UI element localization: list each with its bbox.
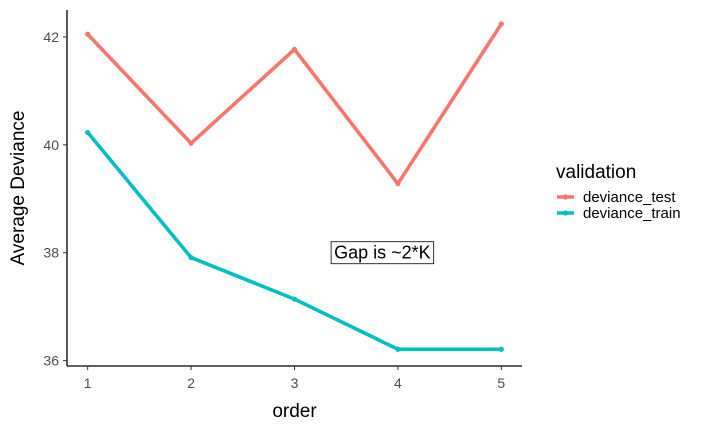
series-deviance-test: [85, 21, 504, 187]
data-point: [85, 129, 91, 136]
legend-key: deviance_test: [557, 189, 676, 206]
data-point: [291, 46, 298, 52]
series-deviance-train: [85, 129, 504, 352]
annotation-label: Gap is ~2*K: [334, 243, 431, 263]
data-point: [395, 181, 401, 187]
y-tick-label: 36: [43, 353, 59, 369]
x-tick-label: 4: [394, 375, 402, 391]
data-point: [85, 31, 91, 37]
series-layer: [85, 21, 504, 352]
data-point: [498, 346, 504, 352]
legend-label: deviance_train: [583, 205, 681, 222]
x-axis-title: order: [272, 401, 317, 422]
legend-title: validation: [556, 162, 636, 183]
legend-key: deviance_train: [557, 205, 681, 222]
y-tick-label: 38: [43, 245, 59, 261]
y-axis-ticks: 36 38 40 42: [43, 29, 67, 369]
annotation-layer: Gap is ~2*K: [330, 241, 435, 265]
legend-swatch-point: [562, 210, 569, 216]
y-tick-label: 42: [43, 29, 59, 45]
x-tick-label: 2: [187, 375, 195, 391]
y-tick-label: 40: [43, 137, 59, 153]
data-point: [188, 254, 194, 261]
x-axis-ticks: 1 2 3 4 5: [84, 366, 505, 391]
y-axis-title: Average Deviance: [8, 111, 29, 266]
data-point: [188, 140, 194, 146]
series-line: [85, 130, 504, 352]
annotation-box: [330, 241, 435, 265]
x-tick-label: 1: [84, 375, 92, 391]
data-point: [498, 21, 504, 27]
legend-label: deviance_test: [583, 189, 676, 206]
x-tick-label: 5: [497, 375, 505, 391]
data-point: [291, 296, 298, 302]
data-point: [395, 346, 401, 352]
legend-swatch-point: [562, 194, 569, 200]
x-tick-label: 3: [291, 375, 299, 391]
